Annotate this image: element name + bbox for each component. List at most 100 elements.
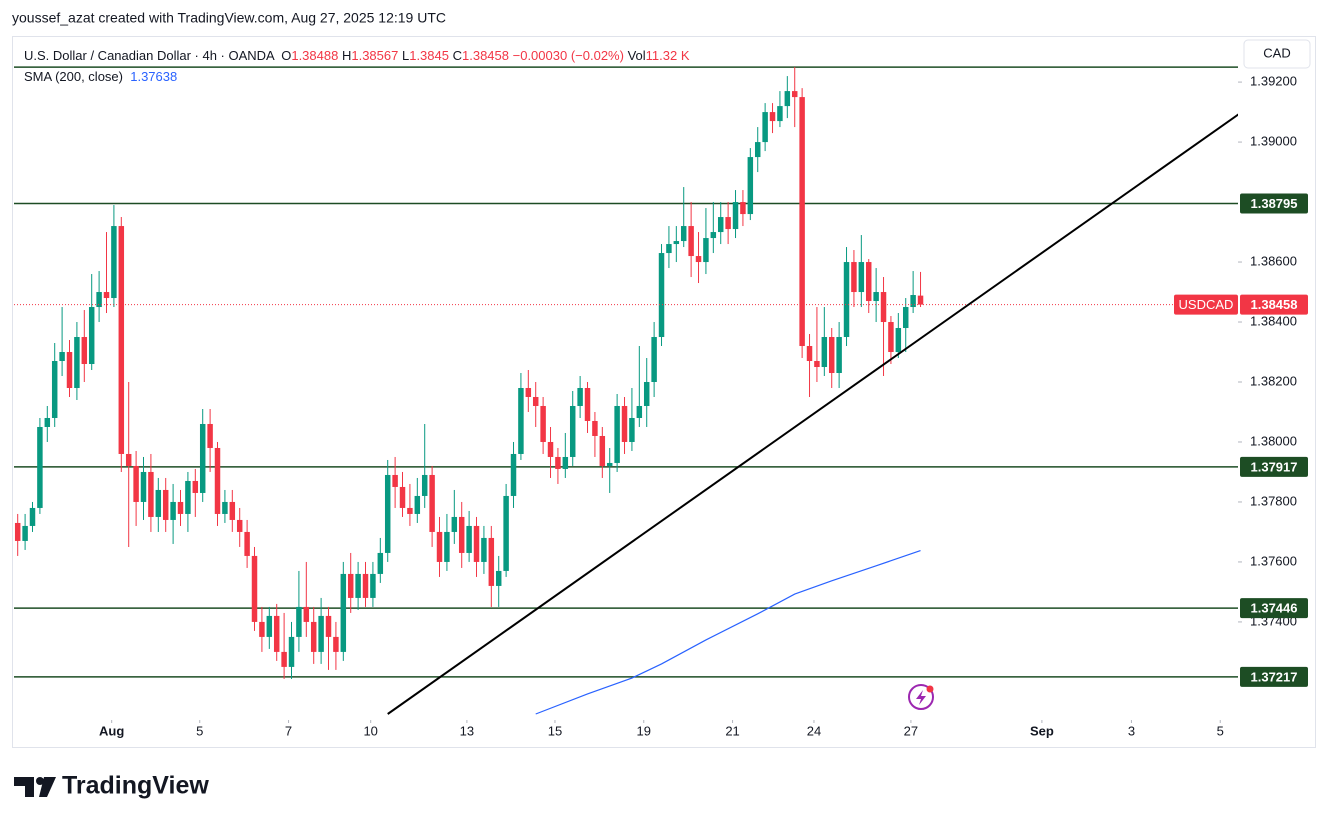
candle-body <box>140 471 147 502</box>
candle-body <box>414 495 421 514</box>
candle-body <box>399 486 406 508</box>
candle-body <box>703 238 709 263</box>
candle-body <box>888 322 894 353</box>
candle-body <box>148 471 154 517</box>
candle-body <box>458 516 465 553</box>
y-tick-label: 1.38000 <box>1250 433 1297 448</box>
candle-body <box>666 244 672 254</box>
level-label: 1.37446 <box>1251 601 1298 616</box>
candle-body <box>495 570 502 586</box>
candle-body <box>88 307 95 365</box>
sma-name: SMA (200, close) <box>24 69 123 84</box>
x-tick-label: 19 <box>637 723 651 738</box>
candle-body <box>858 262 865 293</box>
candle-body <box>799 97 805 347</box>
chart-frame <box>12 36 1316 748</box>
candle-body <box>569 405 576 457</box>
candle-body <box>673 241 680 245</box>
candle-body <box>192 480 199 493</box>
x-tick-label: 10 <box>363 723 377 738</box>
candle-body <box>621 405 628 442</box>
candle-body <box>880 292 887 323</box>
candle-body <box>577 387 583 406</box>
candle-body <box>584 387 591 421</box>
candle-body <box>791 91 798 98</box>
lightning-icon[interactable] <box>908 684 934 710</box>
candle-body <box>355 573 361 598</box>
label: H <box>341 48 352 63</box>
candle-body <box>281 651 287 667</box>
candle-body <box>362 573 369 598</box>
label: Vol <box>627 48 646 63</box>
candle-body <box>14 522 21 541</box>
trend-line <box>387 113 1238 715</box>
x-tick-label: 21 <box>725 723 739 738</box>
candle-body <box>37 426 43 508</box>
candle-body <box>636 405 643 418</box>
candle-body <box>333 636 339 652</box>
sma-value: 1.37638 <box>130 69 178 84</box>
price-label-box <box>1240 294 1308 315</box>
candle-body <box>488 537 495 586</box>
close: 1.38458 <box>462 48 509 63</box>
legend-row: U.S. Dollar / Canadian Dollar · 4h · OAN… <box>24 45 690 66</box>
candle-body <box>917 295 924 305</box>
y-tick-label: 1.38600 <box>1250 253 1297 268</box>
candle-body <box>29 507 36 526</box>
candle-body <box>325 615 332 637</box>
candle-body <box>310 621 317 652</box>
candle-body <box>384 474 391 553</box>
logo-mark <box>39 777 56 797</box>
high: 1.38567 <box>351 48 399 63</box>
candle-body <box>22 525 28 541</box>
x-tick-label: Aug <box>99 723 124 738</box>
candle-body <box>592 420 598 436</box>
candle-body <box>777 106 783 122</box>
candle-body <box>873 292 879 302</box>
candle-body <box>651 337 657 382</box>
level-label: 1.37217 <box>1251 669 1298 684</box>
candle-body <box>185 480 191 514</box>
candle-body <box>865 262 872 302</box>
candle-body <box>340 573 347 652</box>
candle-body <box>66 352 73 388</box>
label: C <box>452 48 462 63</box>
legend: U.S. Dollar / Canadian Dollar · 4h · OAN… <box>24 45 690 87</box>
sma-line <box>535 549 921 715</box>
y-tick-label: 1.39000 <box>1250 134 1297 149</box>
candle-body <box>392 474 398 487</box>
candle-body <box>843 262 850 338</box>
candle-body <box>103 292 110 299</box>
candle-body <box>96 292 102 308</box>
label: O <box>281 48 292 63</box>
level-label-box <box>1240 193 1308 214</box>
candle-body <box>562 456 569 469</box>
plot <box>14 66 1238 715</box>
candle-body <box>133 465 139 502</box>
candle-body <box>510 453 517 496</box>
candle-body <box>525 387 532 397</box>
brand: TradingView <box>62 772 209 800</box>
y-tick-label: 1.37800 <box>1250 493 1297 508</box>
currency: CAD <box>1263 45 1290 60</box>
low: 1.3845 <box>409 48 449 63</box>
y-tick-label: 1.39200 <box>1250 74 1297 89</box>
candle-body <box>895 328 902 353</box>
candle-body <box>318 615 324 652</box>
candle-body <box>244 531 250 556</box>
candle-body <box>747 157 754 215</box>
candle-body <box>59 352 65 362</box>
y-tick-label: 1.38400 <box>1250 313 1297 328</box>
candle-body <box>599 435 606 466</box>
candle-body <box>725 217 731 230</box>
candle-body <box>643 381 650 406</box>
candle-body <box>207 423 213 448</box>
candle-body <box>828 337 835 374</box>
change: −0.00030 (−0.02%) <box>512 48 624 63</box>
level-label: 1.37917 <box>1251 459 1298 474</box>
candle-body <box>717 217 724 233</box>
currency-button[interactable] <box>1243 39 1311 69</box>
candle-body <box>266 615 273 637</box>
legend-row: SMA (200, close) 1.37638 <box>24 66 690 87</box>
candle-body <box>429 474 435 532</box>
